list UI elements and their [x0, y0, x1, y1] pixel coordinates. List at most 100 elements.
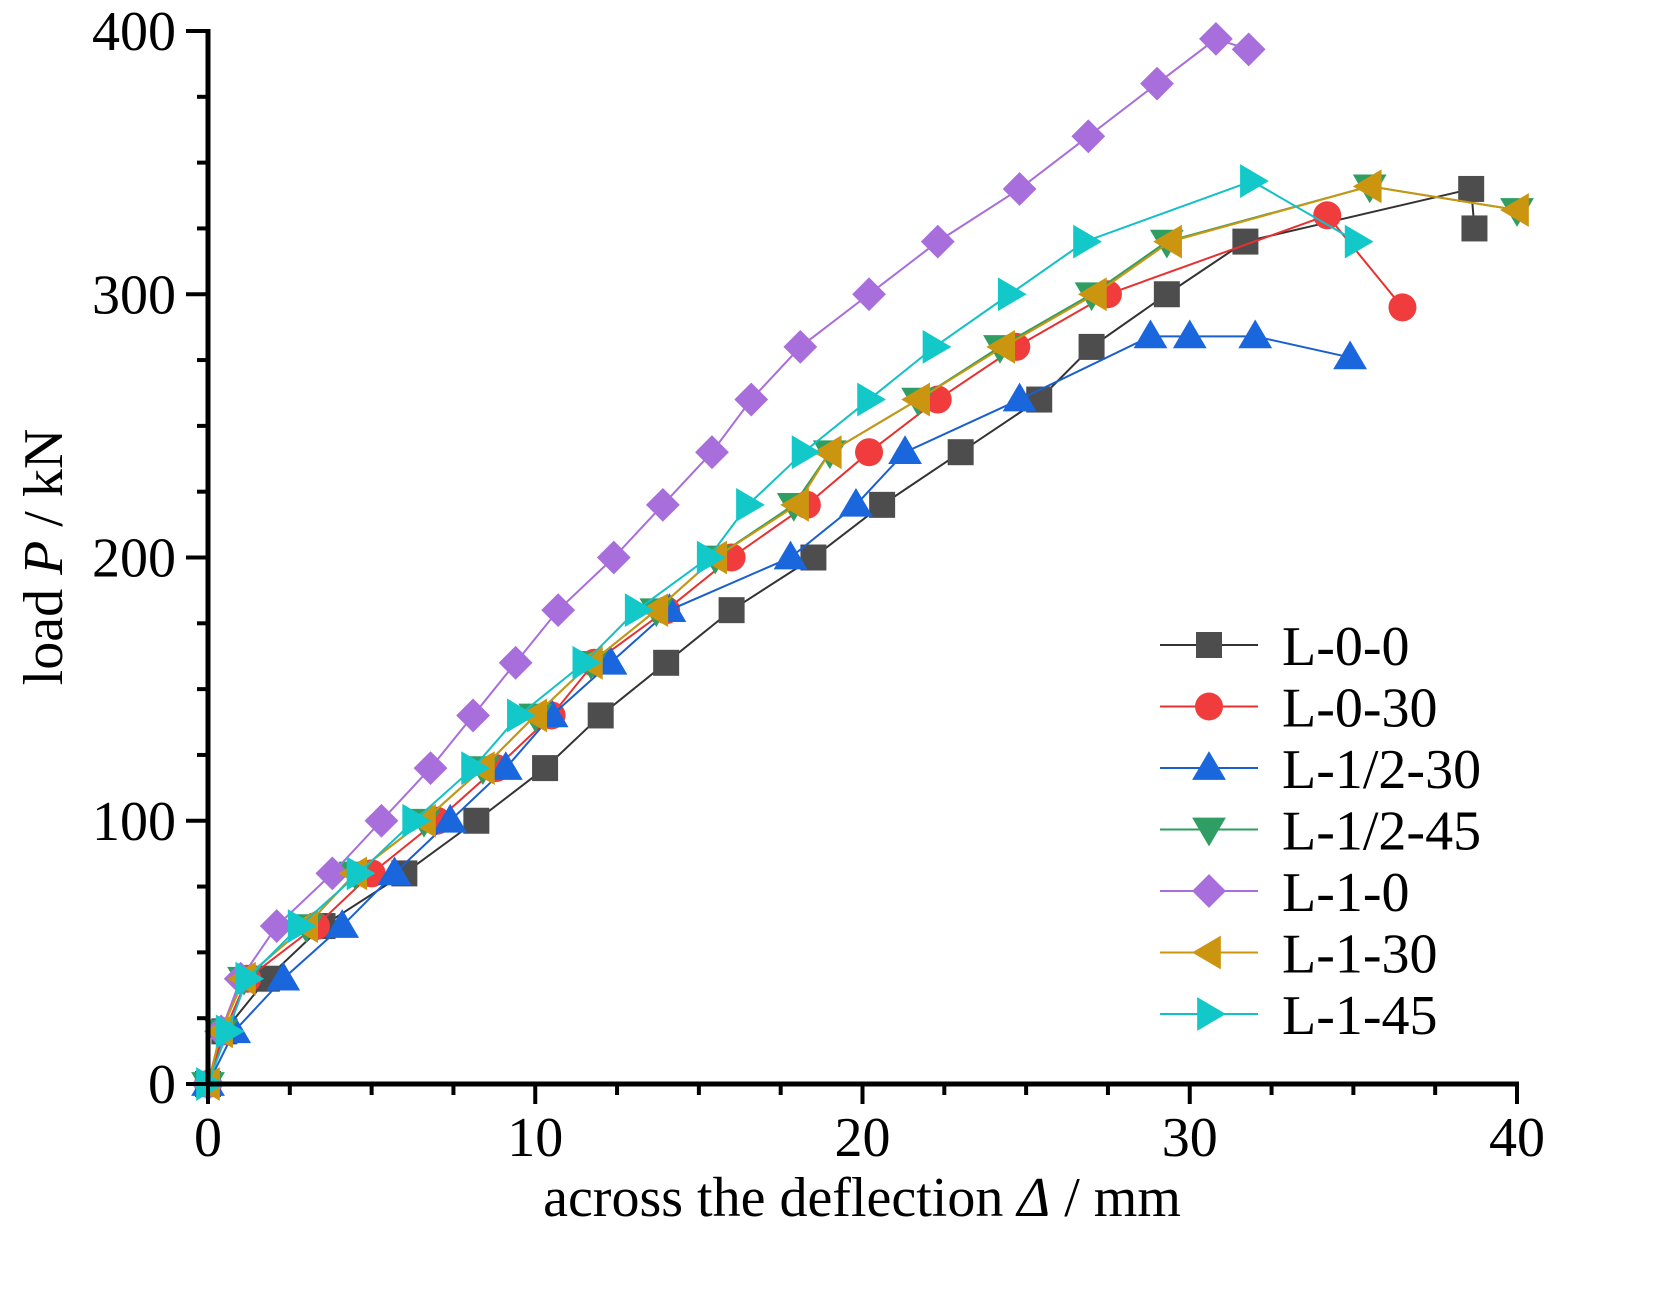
- data-point: [215, 1014, 245, 1049]
- x-axis-title-unit: / mm: [1050, 1167, 1181, 1229]
- legend-label: L-1/2-30: [1282, 739, 1481, 801]
- data-point: [718, 597, 745, 624]
- legend-marker-triangle-left-icon: [1192, 935, 1221, 970]
- data-point: [507, 698, 536, 733]
- data-point: [346, 856, 376, 891]
- data-point: [780, 487, 809, 522]
- data-point: [1002, 382, 1037, 412]
- data-point: [325, 909, 360, 938]
- data-point: [1333, 340, 1368, 370]
- data-point: [1238, 319, 1273, 349]
- x-tick-label: 30: [1162, 1107, 1218, 1169]
- data-point: [901, 382, 930, 417]
- data-point: [736, 487, 765, 522]
- data-point: [1344, 224, 1374, 259]
- series-line: [207, 179, 1358, 1085]
- legend-label: L-1-0: [1282, 862, 1410, 924]
- x-tick-label: 10: [507, 1107, 563, 1169]
- x-ticks: 0 10 20 30 40: [194, 1084, 1545, 1169]
- legend-marker-triangle-right-icon: [1197, 997, 1226, 1031]
- y-axis-title-text: load: [13, 575, 75, 685]
- data-point: [855, 438, 884, 467]
- data-point: [463, 807, 490, 834]
- data-point: [287, 909, 317, 943]
- legend-marker-circle-icon: [1195, 692, 1223, 721]
- data-point: [645, 487, 680, 522]
- data-point: [734, 382, 769, 417]
- data-point: [920, 224, 955, 259]
- y-tick-label: 300: [92, 264, 176, 326]
- legend-item: L-1-0: [1160, 862, 1410, 924]
- data-point: [1388, 293, 1417, 322]
- axes: 0 10 20 30 40 0 100 200 300 400: [92, 1, 1545, 1169]
- legend: L-0-0L-0-30L-1/2-30L-1/2-45L-1-0L-1-30L-…: [1160, 616, 1481, 1047]
- data-point: [1313, 201, 1342, 230]
- data-point: [532, 755, 559, 782]
- series-l-1-45: [196, 164, 1374, 1101]
- legend-label: L-0-30: [1282, 678, 1438, 740]
- data-point: [402, 803, 432, 838]
- data-point: [572, 645, 602, 680]
- data-point: [997, 277, 1027, 312]
- x-axis-title: across the deflection Δ / mm: [543, 1167, 1181, 1229]
- data-point: [624, 593, 654, 628]
- y-tick-label: 200: [92, 528, 176, 590]
- y-axis-title-unit: / kN: [13, 429, 75, 541]
- data-point: [888, 435, 922, 465]
- data-point: [1071, 119, 1106, 154]
- y-tick-label: 0: [148, 1054, 176, 1116]
- series-l-1-2-30: [191, 319, 1368, 1096]
- series-line: [207, 37, 1249, 1085]
- legend-item: L-1-30: [1160, 924, 1438, 986]
- legend-marker-diamond-icon: [1192, 874, 1226, 908]
- legend-label: L-1-30: [1282, 924, 1438, 986]
- legend-label: L-1/2-45: [1282, 801, 1481, 863]
- data-point: [596, 540, 631, 575]
- legend-item: L-1/2-30: [1160, 739, 1481, 801]
- data-point: [235, 961, 265, 996]
- x-tick-label: 20: [835, 1107, 891, 1169]
- x-tick-label: 0: [194, 1107, 222, 1169]
- legend-marker-square-icon: [1196, 632, 1222, 658]
- data-point: [839, 487, 873, 517]
- legend-label: L-0-0: [1282, 616, 1410, 678]
- x-tick-label: 40: [1489, 1107, 1545, 1169]
- series-layer: [191, 21, 1534, 1101]
- data-point: [461, 751, 490, 785]
- data-point: [653, 649, 680, 676]
- data-point: [488, 751, 523, 780]
- data-point: [315, 856, 350, 891]
- data-point: [947, 439, 974, 466]
- data-point: [812, 435, 842, 470]
- data-point: [259, 909, 294, 943]
- data-point: [696, 540, 726, 575]
- data-point: [1002, 172, 1037, 206]
- data-point: [433, 803, 468, 833]
- legend-item: L-0-30: [1160, 678, 1438, 740]
- data-point: [986, 330, 1016, 364]
- data-point: [377, 856, 412, 886]
- legend-marker-triangle-down-icon: [1192, 817, 1226, 847]
- data-point: [1140, 66, 1174, 101]
- data-point: [1078, 333, 1105, 360]
- data-point: [1458, 175, 1485, 202]
- legend-item: L-1-45: [1160, 985, 1438, 1047]
- legend-item: L-0-0: [1160, 616, 1410, 678]
- legend-item: L-1/2-45: [1160, 801, 1481, 863]
- data-point: [266, 961, 301, 991]
- data-point: [413, 751, 448, 785]
- data-point: [1240, 164, 1269, 198]
- y-ticks: 0 100 200 300 400: [92, 1, 208, 1116]
- data-point: [783, 330, 818, 364]
- x-axis-title-symbol: Δ: [1015, 1167, 1050, 1229]
- data-point: [852, 277, 886, 312]
- data-point: [695, 435, 729, 470]
- y-tick-label: 400: [92, 1, 176, 63]
- data-point: [1073, 224, 1102, 259]
- data-point: [639, 593, 669, 628]
- x-axis-title-text: across the deflection: [543, 1167, 1017, 1229]
- data-point: [1231, 32, 1266, 67]
- data-point: [1500, 193, 1529, 227]
- data-point: [1077, 277, 1107, 312]
